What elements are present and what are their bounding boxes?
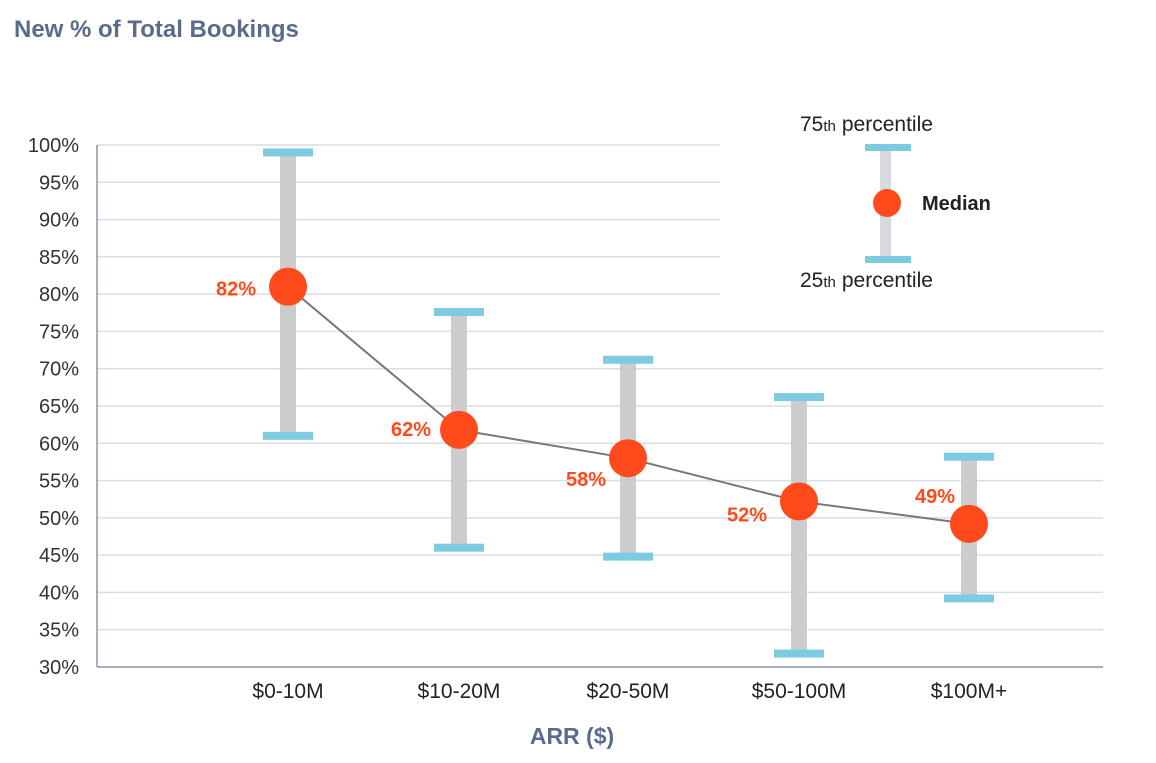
x-axis-label: ARR ($) — [530, 723, 614, 749]
legend-75th-label: 75th percentile — [800, 113, 933, 136]
legend-25th-number: 25 — [800, 269, 823, 292]
data-label: 49% — [915, 486, 955, 508]
y-tick-label: 75% — [39, 321, 79, 343]
x-tick-label: $50-100M — [752, 680, 847, 703]
cap-25th — [944, 594, 994, 603]
cap-25th — [263, 431, 313, 440]
y-tick-label: 65% — [39, 396, 79, 418]
y-tick-label: 60% — [39, 433, 79, 455]
y-tick-label: 70% — [39, 359, 79, 381]
data-labels: 82% 62% 58% 52% 49% — [216, 279, 955, 527]
y-tick-label: 30% — [39, 657, 79, 679]
cap-25th — [603, 552, 653, 561]
legend-75th-number: 75 — [800, 113, 823, 136]
x-tick-label: $20-50M — [587, 680, 670, 703]
legend-25th-label: 25th percentile — [800, 269, 933, 292]
median-point — [780, 482, 818, 521]
x-tick-labels: $0-10M $10-20M $20-50M $50-100M $100M+ — [252, 680, 1007, 703]
legend-median-marker — [873, 189, 901, 217]
legend-cap-top — [865, 144, 911, 151]
legend-25th-suffix: th — [823, 274, 836, 291]
y-tick-label: 80% — [39, 284, 79, 306]
x-tick-label: $0-10M — [252, 680, 323, 703]
cap-75th — [603, 355, 653, 364]
legend-median-label: Median — [922, 193, 991, 215]
data-label: 62% — [391, 419, 431, 441]
x-tick-label: $10-20M — [418, 680, 501, 703]
cap-75th — [944, 452, 994, 461]
legend-cap-bottom — [865, 256, 911, 263]
median-points — [269, 267, 988, 543]
y-tick-label: 55% — [39, 471, 79, 493]
median-point — [950, 504, 988, 543]
cap-75th — [774, 393, 824, 402]
median-point — [440, 410, 478, 449]
whisker-bar — [791, 397, 807, 654]
y-tick-label: 50% — [39, 508, 79, 530]
y-tick-label: 85% — [39, 247, 79, 269]
cap-75th — [263, 148, 313, 157]
cap-25th — [434, 543, 484, 552]
median-point — [269, 267, 307, 306]
y-tick-label: 95% — [39, 172, 79, 194]
legend-75th-text: percentile — [842, 113, 933, 136]
y-tick-labels: 30% 35% 40% 45% 50% 55% 60% 65% 70% 75% 80% 85% 90% 9… — [28, 135, 79, 679]
y-tick-label: 45% — [39, 545, 79, 567]
legend-75th-suffix: th — [823, 118, 836, 135]
y-tick-label: 90% — [39, 210, 79, 232]
chart-title: New % of Total Bookings — [14, 16, 299, 43]
x-tick-label: $100M+ — [931, 680, 1007, 703]
gridlines — [97, 144, 1103, 631]
legend-25th-text: percentile — [842, 269, 933, 292]
cap-25th — [774, 649, 824, 658]
y-tick-label: 40% — [39, 582, 79, 604]
y-tick-label: 100% — [28, 135, 79, 157]
legend: 75th percentile Median 25th percentile — [800, 113, 991, 292]
median-point — [609, 439, 647, 478]
data-label: 52% — [727, 504, 767, 526]
y-tick-label: 35% — [39, 620, 79, 642]
data-label: 58% — [566, 469, 606, 491]
axes — [96, 145, 1103, 668]
data-label: 82% — [216, 279, 256, 301]
cap-75th — [434, 308, 484, 317]
